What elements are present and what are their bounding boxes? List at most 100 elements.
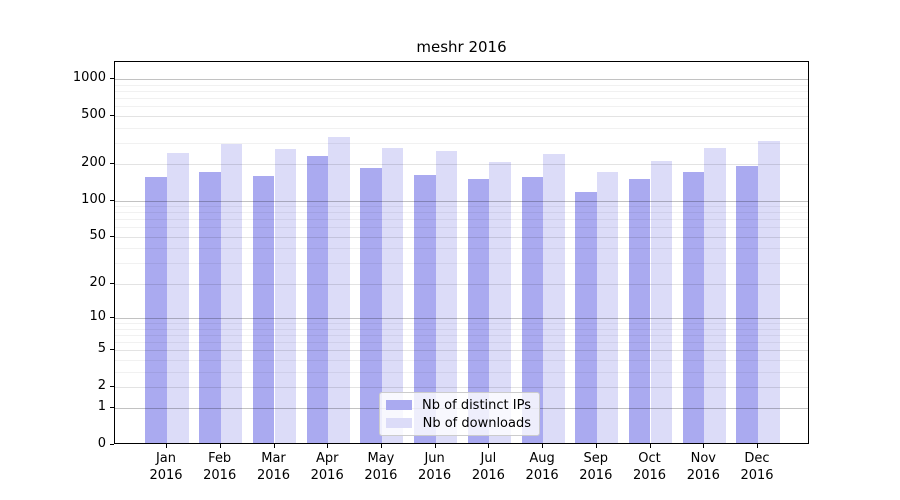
- gridline: [115, 164, 808, 166]
- gridline-minor: [115, 328, 808, 330]
- bar-downloads-oct: [650, 160, 673, 443]
- y-tick-mark: [110, 317, 114, 319]
- gridline-major: [115, 79, 808, 81]
- gridline: [115, 350, 808, 352]
- gridline-minor: [115, 127, 808, 129]
- x-tick-mark: [380, 444, 382, 448]
- y-tick-mark: [110, 444, 114, 445]
- gridline: [115, 386, 808, 388]
- x-tick-mark: [703, 444, 705, 448]
- y-tick-mark: [110, 235, 114, 237]
- y-tick-label: 10: [89, 309, 106, 325]
- gridline-minor: [115, 98, 808, 100]
- gridline-minor: [115, 342, 808, 343]
- gridline-minor: [115, 334, 808, 336]
- legend-label: Nb of downloads: [422, 415, 531, 431]
- bar-distinct-ips-oct: [628, 179, 651, 443]
- x-tick-label: Jan 2016: [149, 451, 183, 483]
- y-tick-mark: [110, 349, 114, 351]
- gridline-major: [115, 318, 808, 320]
- bar-distinct-ips-jun: [414, 174, 436, 443]
- y-tick-label: 1000: [72, 70, 106, 86]
- gridline-minor: [115, 263, 808, 265]
- x-tick-label: Jul 2016: [471, 451, 505, 483]
- plot-area: [114, 61, 809, 444]
- bar-downloads-sep: [596, 172, 619, 443]
- x-tick-label: Mar 2016: [256, 451, 291, 483]
- bar-distinct-ips-apr: [306, 156, 329, 443]
- x-tick-label: Oct 2016: [632, 451, 667, 483]
- bar-distinct-ips-feb: [199, 172, 221, 443]
- y-tick-label: 1: [97, 399, 106, 415]
- bar-distinct-ips-jan: [145, 177, 167, 443]
- bar-downloads-may: [381, 148, 404, 443]
- y-tick-mark: [110, 385, 114, 387]
- x-tick-label: Dec 2016: [740, 451, 774, 483]
- legend-item: Nb of distinct IPs: [386, 398, 531, 413]
- gridline-minor: [115, 212, 808, 214]
- bar-distinct-ips-jul: [467, 179, 490, 443]
- gridline-minor: [115, 142, 808, 144]
- gridline-minor: [115, 371, 808, 373]
- bar-downloads-nov: [704, 148, 726, 443]
- x-tick-mark: [219, 444, 221, 448]
- bar-distinct-ips-nov: [682, 172, 705, 443]
- x-tick-mark: [649, 444, 651, 448]
- bar-downloads-jan: [167, 152, 189, 443]
- gridline-minor: [115, 323, 808, 325]
- legend-swatch: [386, 400, 412, 410]
- bar-downloads-mar: [274, 149, 297, 443]
- x-tick-mark: [542, 444, 544, 448]
- gridline-minor: [115, 248, 808, 250]
- bar-downloads-dec: [758, 140, 780, 443]
- x-tick-label: Apr 2016: [310, 451, 344, 483]
- gridline: [115, 283, 808, 285]
- bar-distinct-ips-dec: [736, 166, 758, 443]
- x-tick-mark: [166, 444, 167, 448]
- gridline: [115, 115, 808, 117]
- bar-distinct-ips-aug: [521, 177, 544, 443]
- x-tick-mark: [273, 444, 275, 448]
- x-tick-mark: [757, 444, 758, 448]
- gridline-minor: [115, 106, 808, 108]
- y-tick-mark: [110, 163, 114, 165]
- y-tick-mark: [110, 78, 114, 80]
- bar-downloads-aug: [543, 153, 565, 443]
- gridline-minor: [115, 227, 808, 229]
- bar-distinct-ips-may: [360, 167, 382, 443]
- x-tick-mark: [327, 444, 329, 448]
- y-tick-mark: [110, 199, 114, 201]
- x-tick-label: Nov 2016: [686, 451, 720, 483]
- x-tick-mark: [595, 444, 597, 448]
- x-tick-label: Sep 2016: [579, 451, 613, 483]
- y-tick-mark: [110, 407, 114, 409]
- gridline-minor: [115, 359, 808, 361]
- y-tick-label: 50: [89, 227, 106, 243]
- gridline-minor: [115, 84, 808, 86]
- bar-downloads-jul: [489, 162, 511, 443]
- y-tick-label: 200: [81, 155, 106, 171]
- legend-swatch: [386, 418, 412, 428]
- gridline-minor: [115, 206, 808, 208]
- legend-item: Nb of downloads: [386, 416, 531, 431]
- gridline-major: [115, 200, 808, 202]
- y-tick-mark: [110, 282, 114, 284]
- x-tick-label: May 2016: [364, 451, 398, 483]
- y-tick-label: 0: [97, 436, 106, 451]
- y-tick-label: 20: [89, 274, 106, 290]
- gridline-minor: [115, 219, 808, 221]
- y-tick-label: 5: [97, 341, 106, 357]
- legend: Nb of distinct IPs Nb of downloads: [379, 392, 540, 436]
- gridline: [115, 236, 808, 238]
- chart-title: meshr 2016: [416, 38, 507, 56]
- bar-downloads-feb: [220, 143, 243, 443]
- y-tick-label: 500: [81, 106, 106, 122]
- bar-downloads-apr: [328, 136, 350, 443]
- bar-downloads-jun: [435, 150, 458, 443]
- x-tick-mark: [434, 444, 436, 448]
- y-tick-label: 2: [97, 377, 106, 393]
- y-tick-label: 100: [81, 191, 106, 207]
- legend-label: Nb of distinct IPs: [422, 397, 531, 413]
- gridline-minor: [115, 91, 808, 93]
